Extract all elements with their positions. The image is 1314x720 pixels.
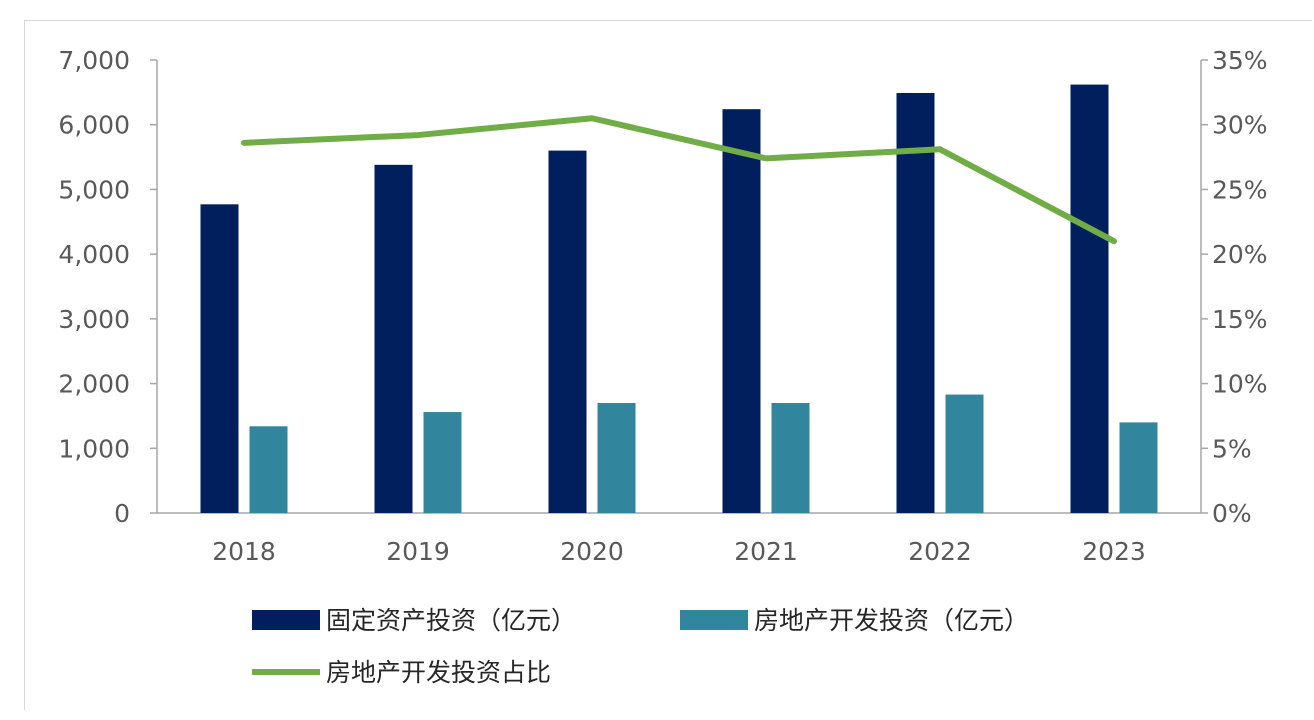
lines (241, 115, 1117, 245)
bar-1 (722, 109, 761, 513)
legend-label: 固定资产投资（亿元） (326, 606, 576, 635)
right-axis-tick-label: 0% (1212, 499, 1252, 528)
bar-1 (896, 93, 935, 514)
x-axis-tick-label: 2023 (1082, 537, 1146, 566)
bar-1 (548, 150, 587, 513)
legend-swatch (680, 610, 748, 630)
x-axis-tick-label: 2021 (734, 537, 798, 566)
right-axis-tick-label: 30% (1212, 111, 1268, 140)
legend-label: 房地产开发投资占比 (326, 658, 551, 687)
bar-2 (597, 402, 636, 513)
x-axis-tick-label: 2020 (560, 537, 624, 566)
right-axis-tick-label: 15% (1212, 305, 1268, 334)
right-axis-tick-label: 35% (1212, 46, 1268, 75)
bar-1 (374, 164, 413, 513)
bar-2 (1119, 422, 1158, 513)
left-axis: 0 1,000 2,000 3,000 4,000 5,000 6,000 7,000 (58, 46, 158, 528)
chart-frame (24, 20, 1312, 710)
x-axis-tick-label: 2019 (386, 537, 450, 566)
left-axis-tick-label: 4,000 (58, 240, 130, 269)
left-axis-tick-label: 0 (114, 499, 130, 528)
left-axis-tick-label: 6,000 (58, 111, 130, 140)
bar-1 (200, 204, 239, 513)
x-axis-tick-label: 2022 (908, 537, 972, 566)
legend: 固定资产投资（亿元） 房地产开发投资（亿元） 房地产开发投资占比 (252, 606, 1029, 687)
left-axis-tick-label: 5,000 (58, 175, 130, 204)
right-axis: 0% 5% 10% 15% 20% 25% 30% 35% (1200, 46, 1268, 528)
bar-2 (423, 412, 462, 513)
left-axis-tick-label: 3,000 (58, 305, 130, 334)
legend-swatch (252, 610, 320, 630)
right-axis-tick-label: 5% (1212, 434, 1252, 463)
bar-2 (945, 394, 984, 513)
bars (200, 84, 1158, 514)
left-axis-tick-label: 1,000 (58, 434, 130, 463)
legend-label: 房地产开发投资（亿元） (754, 606, 1029, 635)
x-axis: 2018 2019 2020 2021 2022 2023 (157, 512, 1201, 566)
left-axis-tick-label: 7,000 (58, 46, 130, 75)
bar-1 (1070, 84, 1109, 513)
bar-2 (249, 426, 288, 513)
series-line (241, 115, 1117, 245)
x-axis-tick-label: 2018 (212, 537, 276, 566)
right-axis-tick-label: 10% (1212, 370, 1268, 399)
bar-2 (771, 402, 810, 513)
right-axis-tick-label: 20% (1212, 240, 1268, 269)
right-axis-tick-label: 25% (1212, 175, 1268, 204)
left-axis-tick-label: 2,000 (58, 370, 130, 399)
